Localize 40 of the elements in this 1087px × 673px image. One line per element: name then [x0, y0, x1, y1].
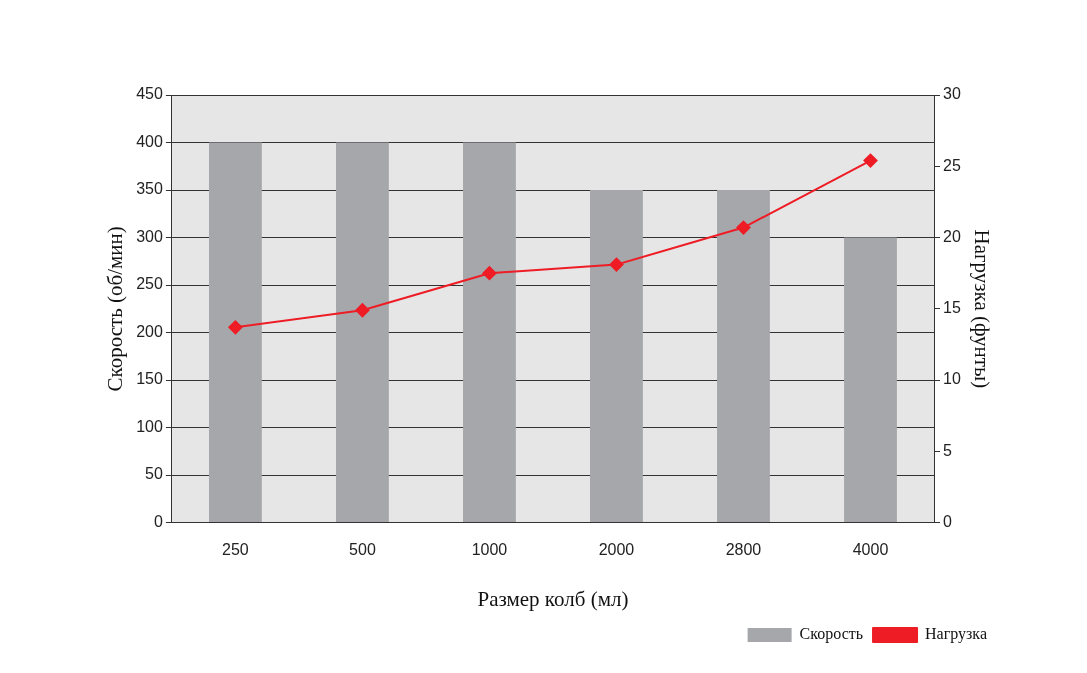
point [863, 153, 878, 168]
legend-label: Нагрузка [925, 625, 988, 644]
bar [844, 237, 897, 523]
x-tick-label: 2000 [598, 540, 635, 558]
point [609, 257, 624, 272]
point [736, 220, 751, 235]
bar [336, 142, 389, 523]
y2-axis-title: Нагрузка (фунты) [969, 229, 994, 389]
y-tick-label: 50 [145, 465, 163, 483]
y-tick-label: 150 [136, 370, 163, 388]
legend-label: Скорость [799, 625, 864, 644]
y-tick-label: 300 [136, 227, 163, 245]
y-tick-label: 400 [136, 132, 163, 150]
bar [590, 190, 643, 523]
x-axis-title: Размер колб (мл) [477, 586, 629, 611]
point [228, 320, 243, 335]
y-tick-label: 200 [136, 322, 163, 340]
bar [717, 190, 770, 523]
y-tick-label: 450 [136, 85, 163, 103]
y-tick-label: 250 [136, 275, 163, 293]
y2-tick-label: 25 [943, 156, 961, 174]
point [355, 303, 370, 318]
y2-tick-label: 30 [943, 85, 961, 103]
x-tick-label: 2800 [725, 540, 762, 558]
y2-tick-label: 10 [943, 370, 961, 388]
x-tick-label: 500 [349, 540, 376, 558]
bar [463, 142, 516, 523]
y-tick-label: 100 [136, 417, 163, 435]
y-axis-title: Скорость (об/мин) [103, 226, 128, 392]
point [482, 266, 497, 281]
x-tick-label: 1000 [471, 540, 508, 558]
y2-tick-label: 15 [943, 299, 961, 317]
y2-tick-label: 20 [943, 227, 961, 245]
y2-tick-label: 5 [943, 441, 952, 459]
y-tick-label: 0 [153, 513, 163, 531]
x-tick-label: 4000 [852, 540, 889, 558]
y2-tick-label: 0 [943, 513, 952, 531]
x-tick-label: 250 [222, 540, 249, 558]
bar [208, 142, 262, 523]
y-tick-label: 350 [136, 180, 163, 198]
